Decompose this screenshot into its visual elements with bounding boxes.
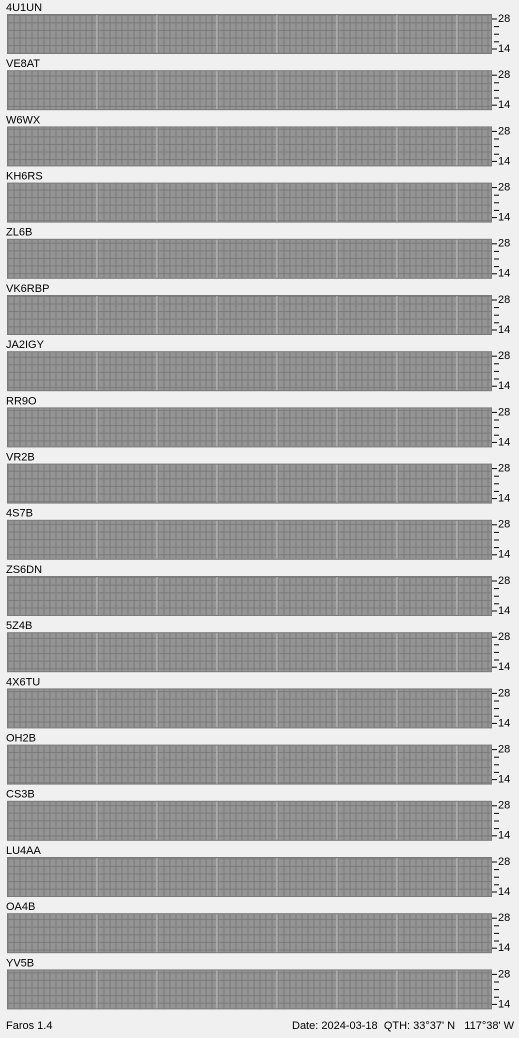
beacon-name: VE8AT [6,58,40,70]
beacon-grid [8,15,491,53]
band-bottom: 14 [498,605,510,617]
band-top: 28 [498,69,510,81]
beacon-name: W6WX [6,114,41,126]
band-bottom: 14 [498,324,510,336]
beacon-name: VK6RBP [6,283,49,295]
beacon-name: 4S7B [6,508,33,520]
beacon-grid [8,71,491,110]
beacon-name: KH6RS [6,171,43,183]
beacon-name: YV5B [6,957,34,969]
band-top: 28 [498,687,510,699]
app-version: Faros 1.4 [6,1020,52,1032]
band-bottom: 14 [498,830,510,842]
beacon-name: JA2IGY [6,339,45,351]
band-bottom: 14 [498,998,510,1010]
band-bottom: 14 [498,436,510,448]
beacon-grid [8,745,491,784]
band-bottom: 14 [498,212,510,224]
beacon-grid [8,183,491,222]
beacon-name: VR2B [6,452,35,464]
band-bottom: 14 [498,380,510,392]
band-top: 28 [498,519,510,531]
band-bottom: 14 [498,942,510,954]
beacon-grid [8,296,491,334]
band-top: 28 [498,912,510,924]
band-top: 28 [498,856,510,868]
band-top: 28 [498,182,510,194]
band-top: 28 [498,294,510,306]
beacon-grid [8,689,491,728]
beacon-name: RR9O [6,395,37,407]
band-top: 28 [498,463,510,475]
band-top: 28 [498,968,510,980]
beacon-grid [8,577,491,615]
beacon-grid [8,352,491,391]
beacon-grid [8,970,491,1009]
beacon-name: 5Z4B [6,620,32,632]
beacon-name: ZL6B [6,227,32,239]
band-top: 28 [498,800,510,812]
band-top: 28 [498,125,510,137]
band-bottom: 14 [498,155,510,167]
band-bottom: 14 [498,717,510,729]
band-bottom: 14 [498,774,510,786]
beacon-grid [8,239,491,278]
beacon-name: ZS6DN [6,564,42,576]
band-top: 28 [498,350,510,362]
beacon-grid [8,464,491,503]
date: Date: 2024-03-18 [292,1020,378,1032]
beacon-name: 4U1UN [6,2,42,14]
band-bottom: 14 [498,493,510,505]
qth: QTH: 33°37' N 117°38' W [384,1020,515,1032]
beacon-name: 4X6TU [6,676,40,688]
beacon-grid [8,520,491,559]
band-top: 28 [498,575,510,587]
beacon-grid [8,633,491,672]
beacon-name: LU4AA [6,845,42,857]
beacon-grid [8,127,491,166]
band-bottom: 14 [498,99,510,111]
band-top: 28 [498,631,510,643]
beacon-grid [8,408,491,447]
band-top: 28 [498,238,510,250]
beacon-name: OA4B [6,901,35,913]
beacon-name: OH2B [6,733,36,745]
band-bottom: 14 [498,268,510,280]
beacon-grid [8,858,491,896]
beacon-name: CS3B [6,789,35,801]
beacon-grid [8,801,491,840]
beacon-grid [8,914,491,953]
band-bottom: 14 [498,886,510,898]
band-bottom: 14 [498,43,510,55]
band-top: 28 [498,13,510,25]
band-top: 28 [498,406,510,418]
band-bottom: 14 [498,661,510,673]
band-top: 28 [498,744,510,756]
band-bottom: 14 [498,549,510,561]
